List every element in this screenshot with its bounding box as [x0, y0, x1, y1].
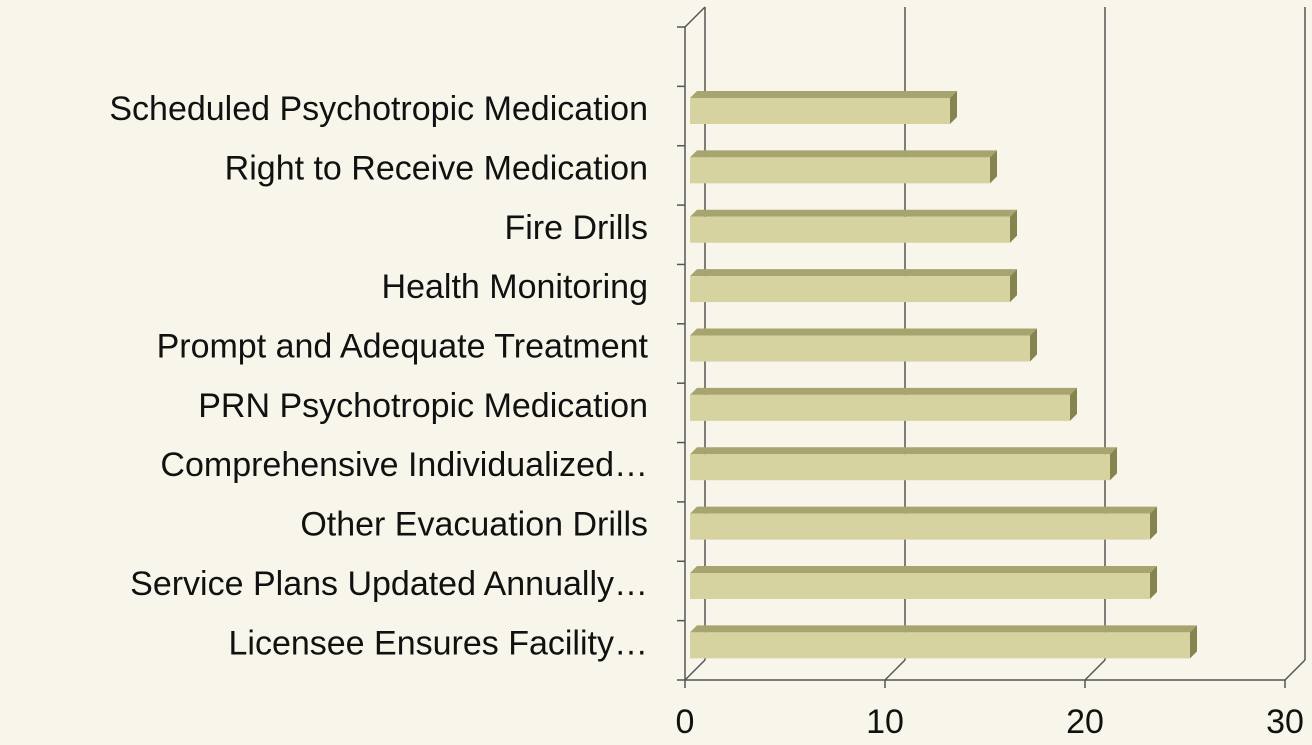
floor-line	[684, 659, 706, 681]
y-tick-label: Comprehensive Individualized…	[160, 446, 648, 484]
bar-front	[690, 276, 1010, 303]
bar	[690, 150, 997, 184]
bar-top	[690, 209, 1017, 217]
y-tick-label: Fire Drills	[504, 209, 648, 247]
bar-top	[690, 150, 997, 158]
bar	[690, 328, 1037, 362]
bar-top	[690, 269, 1017, 277]
y-tick-label: Other Evacuation Drills	[300, 506, 648, 544]
bar-side	[1150, 506, 1157, 540]
bar-top	[690, 387, 1077, 395]
bar-front	[690, 394, 1070, 421]
bar-top	[690, 91, 957, 99]
x-tick-label: 30	[1266, 703, 1304, 741]
bar-top	[690, 565, 1157, 573]
bar-front	[690, 335, 1030, 362]
bar	[690, 625, 1197, 659]
bar-front	[690, 216, 1010, 243]
bar-front	[690, 454, 1110, 481]
y-axis-back	[684, 6, 706, 28]
bar-front	[690, 157, 990, 184]
bar-side	[1190, 625, 1197, 659]
x-tick-label: 0	[676, 703, 695, 741]
bar-front	[690, 572, 1150, 599]
bar-side	[1010, 209, 1017, 243]
bar-side	[950, 91, 957, 125]
y-tick-label: Service Plans Updated Annually…	[130, 565, 648, 603]
y-tick-label: Health Monitoring	[382, 268, 648, 306]
bar	[690, 387, 1077, 421]
bar-front	[690, 632, 1190, 659]
bar-front	[690, 513, 1150, 540]
bar-side	[1110, 447, 1117, 481]
bar	[690, 91, 957, 125]
x-tick-label: 10	[866, 703, 904, 741]
x-tick-label: 20	[1066, 703, 1104, 741]
bar-side	[1070, 387, 1077, 421]
bar-top	[690, 447, 1117, 455]
bar-side	[1150, 565, 1157, 599]
bar	[690, 447, 1117, 481]
bar	[690, 269, 1017, 303]
bar-top	[690, 328, 1037, 336]
y-tick-label: Scheduled Psychotropic Medication	[109, 90, 648, 128]
bar-top	[690, 625, 1197, 633]
bar-side	[990, 150, 997, 184]
bar	[690, 565, 1157, 599]
bar-front	[690, 98, 950, 125]
bar-top	[690, 506, 1157, 514]
bar-side	[1010, 269, 1017, 303]
floor-line	[884, 659, 906, 681]
bar	[690, 209, 1017, 243]
floor-line	[1284, 659, 1306, 681]
y-tick-label: PRN Psychotropic Medication	[198, 387, 648, 425]
y-tick-label: Prompt and Adequate Treatment	[157, 327, 649, 365]
y-tick-label: Licensee Ensures Facility…	[228, 624, 648, 662]
bar-side	[1030, 328, 1037, 362]
floor-line	[1084, 659, 1106, 681]
bar	[690, 506, 1157, 540]
y-tick-label: Right to Receive Medication	[225, 149, 648, 187]
